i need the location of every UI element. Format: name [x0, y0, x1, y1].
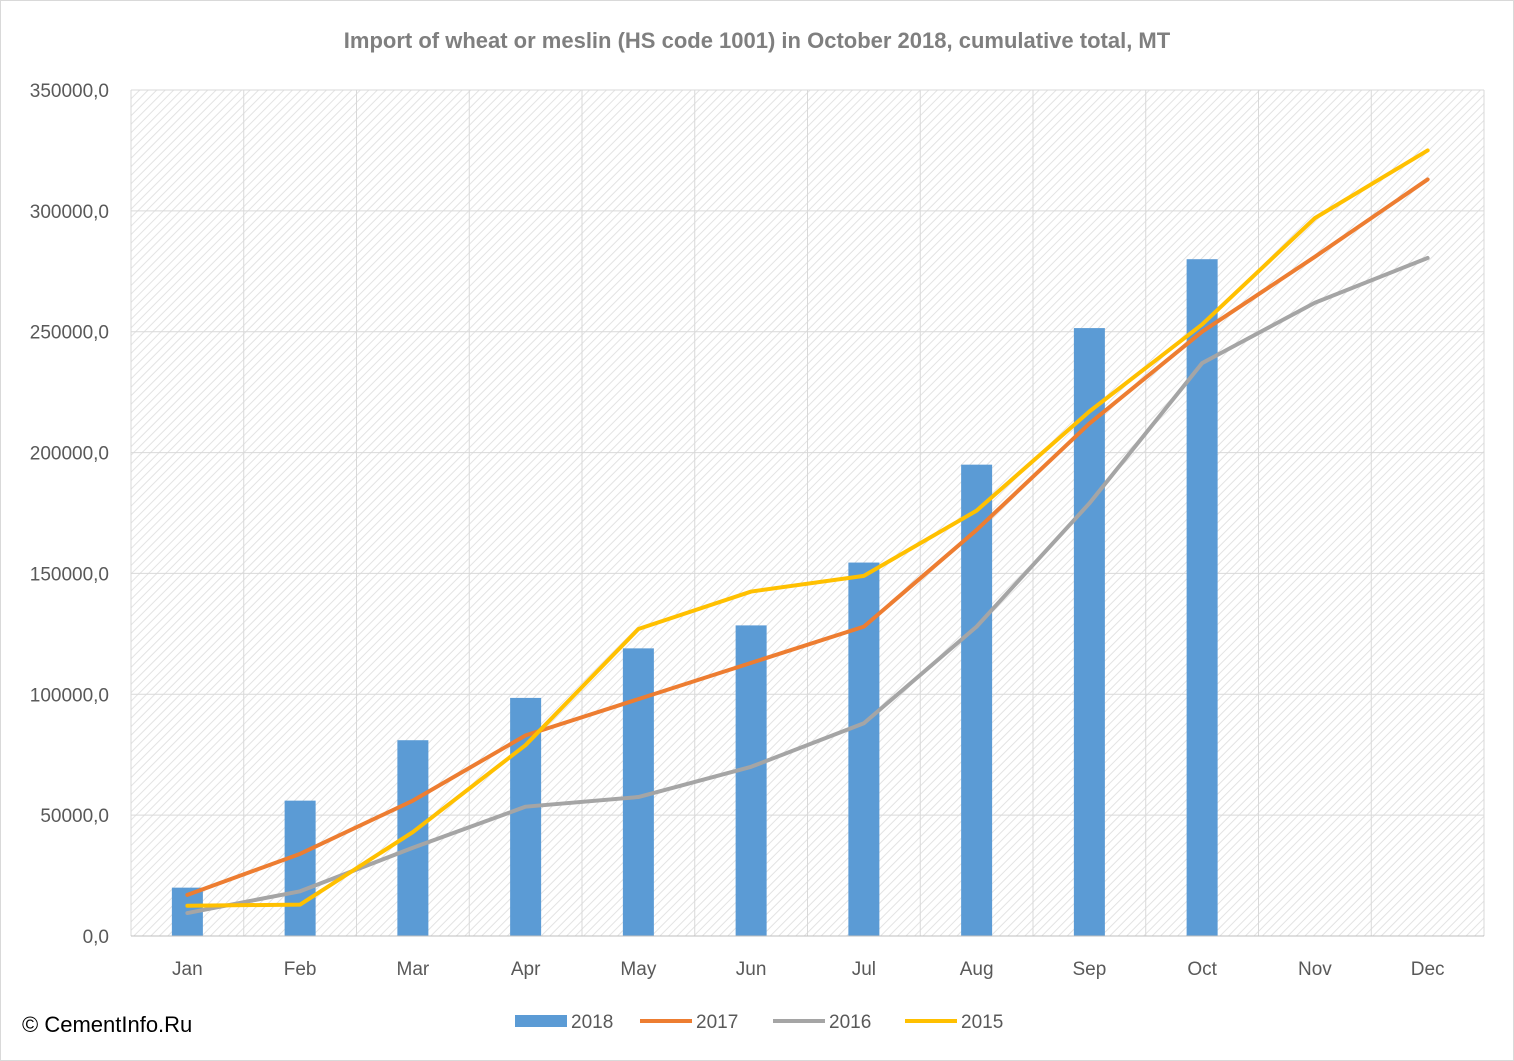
bar-2018-jun	[735, 625, 767, 936]
x-tick-label: Nov	[1298, 959, 1332, 980]
gridlines	[130, 89, 1485, 936]
bar-2018-sep	[1073, 328, 1105, 936]
y-tick-label: 100000,0	[30, 685, 109, 706]
x-tick-label: Oct	[1187, 959, 1217, 980]
line-2015	[185, 148, 1430, 908]
line-2017	[185, 177, 1430, 897]
bar-2018-aug	[961, 464, 993, 936]
y-tick-label: 150000,0	[30, 564, 109, 585]
legend-label-2018: 2018	[571, 1012, 613, 1033]
legend: 2018 2017 2016 2015	[515, 1012, 1003, 1033]
y-tick-label: 200000,0	[30, 444, 109, 465]
y-tick-label: 0,0	[83, 927, 109, 948]
legend-label-2017: 2017	[696, 1012, 738, 1033]
legend-label-2015: 2015	[961, 1012, 1003, 1033]
x-tick-label: Sep	[1072, 959, 1106, 980]
y-axis-ticks: 0,0 50000,0 100000,0 150000,0 200000,0 250000…	[30, 81, 109, 948]
lines	[185, 148, 1430, 916]
y-tick-label: 350000,0	[30, 81, 109, 102]
bar-2018-feb	[284, 800, 316, 936]
x-tick-label: Aug	[960, 959, 994, 980]
x-tick-label: Mar	[397, 959, 430, 980]
x-tick-label: Dec	[1411, 959, 1445, 980]
y-tick-label: 250000,0	[30, 323, 109, 344]
x-tick-label: Jul	[852, 959, 876, 980]
legend-label-2016: 2016	[829, 1012, 871, 1033]
x-axis-ticks: Jan Feb Mar Apr May Jun Jul Aug Sep Oct Nov Dec	[172, 959, 1444, 980]
x-tick-label: Jan	[172, 959, 203, 980]
x-tick-label: Apr	[511, 959, 541, 980]
legend-swatch-2018	[515, 1015, 567, 1027]
y-tick-label: 50000,0	[40, 806, 109, 827]
bar-2018-oct	[1186, 259, 1218, 936]
copyright-text: © CementInfo.Ru	[22, 1012, 193, 1037]
x-tick-label: May	[620, 959, 656, 980]
bars-2018	[171, 259, 1218, 936]
x-tick-label: Feb	[284, 959, 317, 980]
chart-title: Import of wheat or meslin (HS code 1001)…	[344, 28, 1171, 53]
x-tick-label: Jun	[736, 959, 767, 980]
line-2016	[185, 255, 1430, 916]
y-tick-label: 300000,0	[30, 202, 109, 223]
